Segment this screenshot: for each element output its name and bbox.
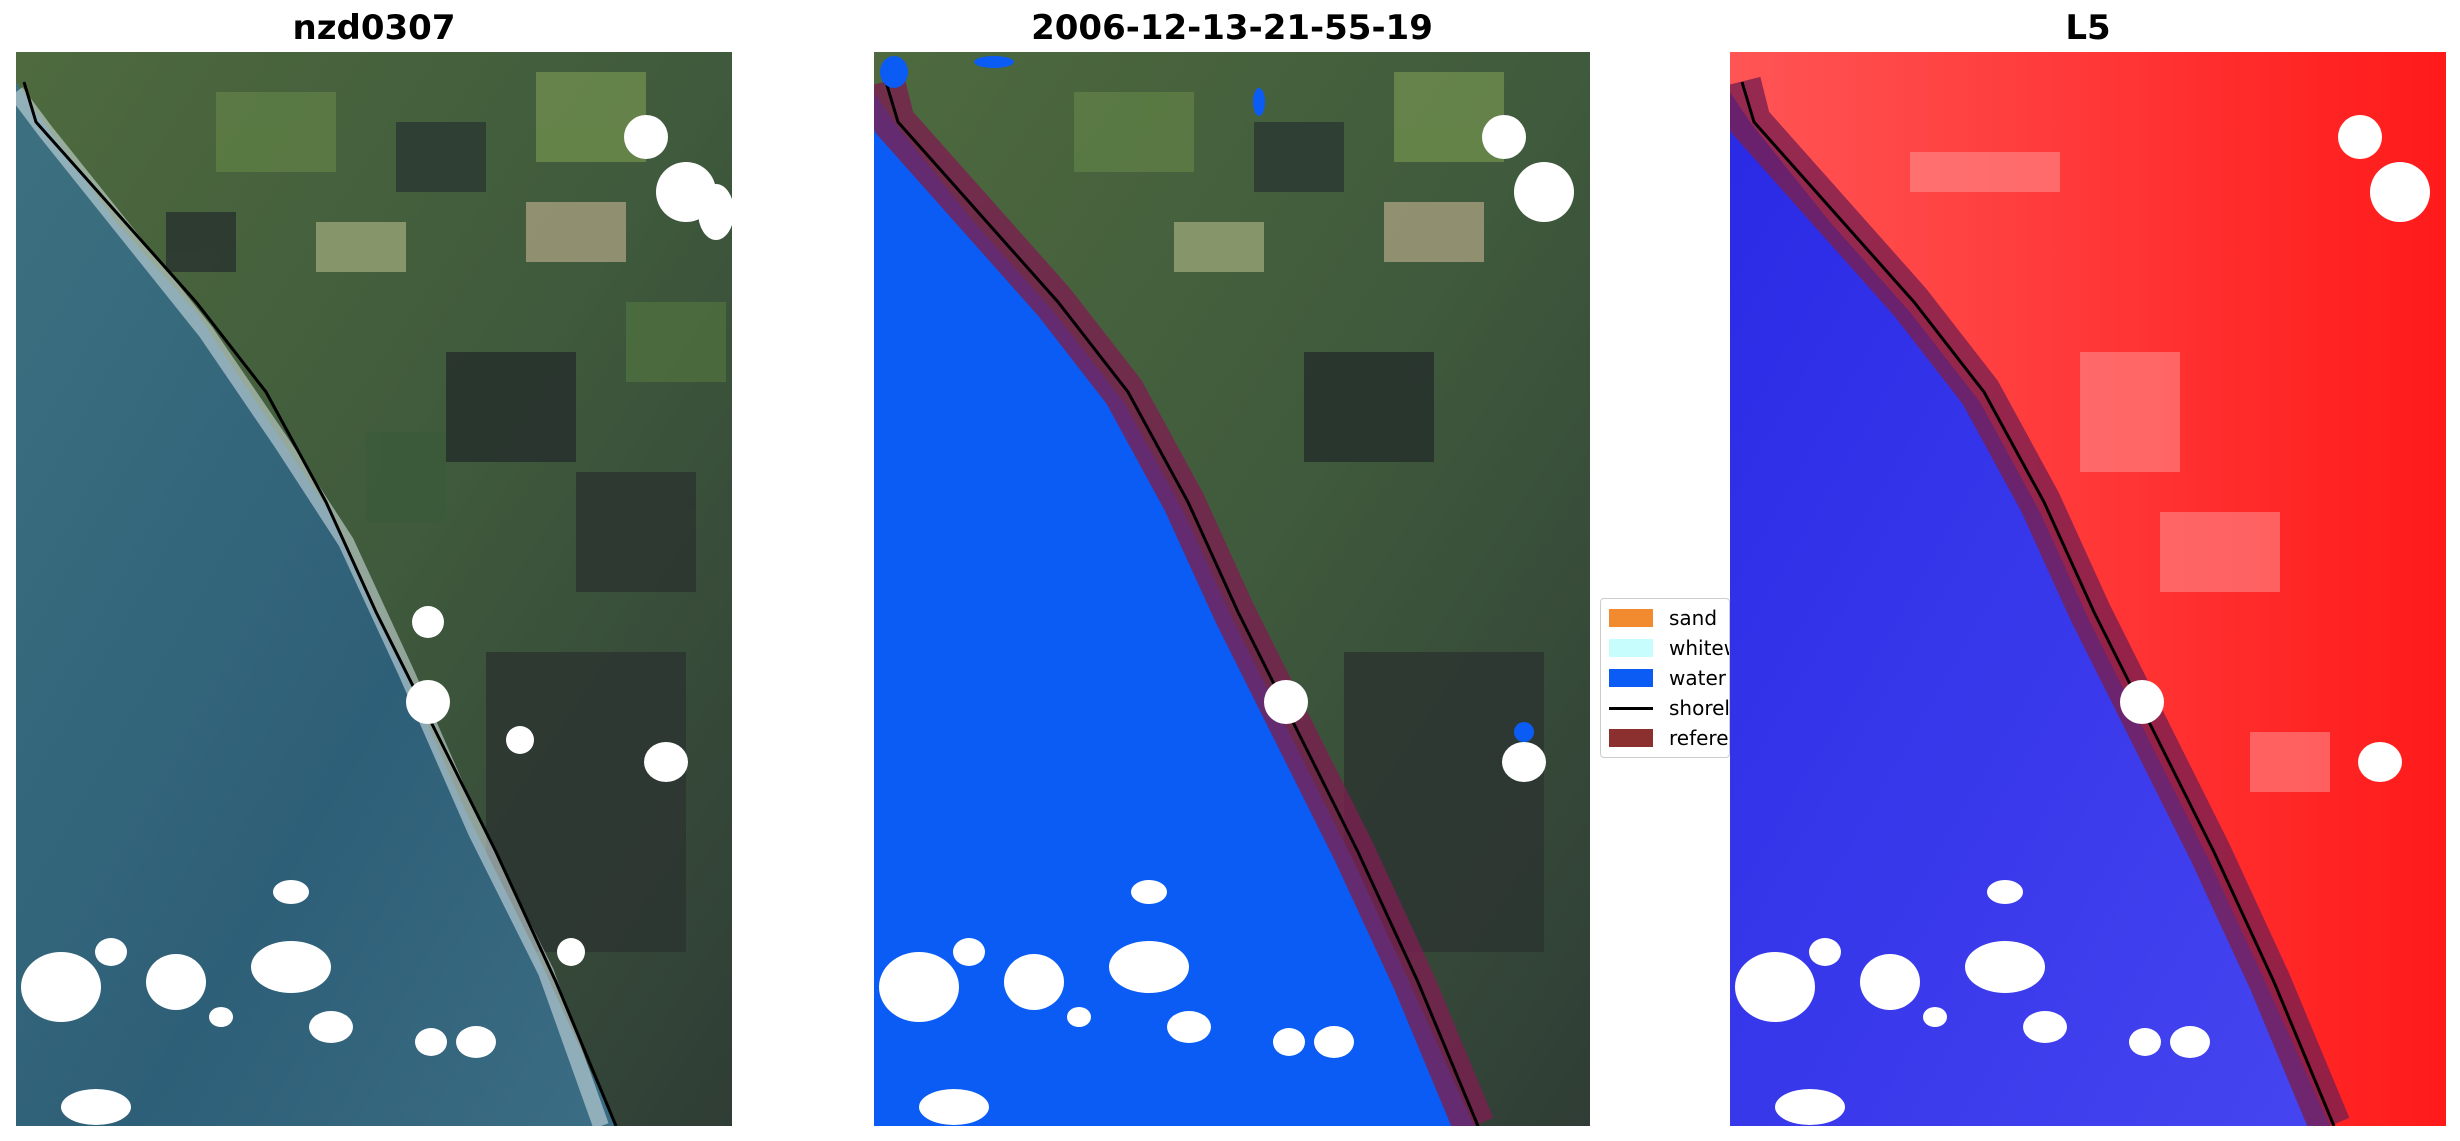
classified-image-panel [874,52,1590,1126]
cloud-mask [879,115,1574,1125]
cloud-mask [1735,115,2430,1125]
detected-shoreline [884,81,1480,1126]
cloud-mask [21,115,732,1125]
shoreline-line-swatch [1609,706,1653,710]
whitewater-swatch [1609,639,1653,657]
legend-item-sand: sand [1609,605,1717,631]
field-patches [166,72,726,952]
detected-shoreline [1740,81,2336,1126]
water-index-area [1730,92,2330,1126]
legend-item-water: water [1609,665,1726,691]
water-class-area [874,92,1474,1126]
index-image-panel [1730,52,2446,1126]
sand-swatch [1609,609,1653,627]
detected-shoreline [22,81,618,1126]
panel-title-classified: 2006-12-13-21-55-19 [1031,8,1433,48]
water-swatch [1609,669,1653,687]
rgb-image-panel [16,52,732,1126]
water-bodies-inland [880,56,1534,742]
land-texture [1910,152,2330,792]
legend-item-shoreline: shoreline [1609,695,1729,721]
panel-title-index: L5 [2065,8,2111,48]
panel-title-rgb: nzd0307 [292,8,456,48]
reference-shoreline-buffer [1730,76,2350,1126]
reference-buffer-swatch [1609,729,1653,747]
reference-shoreline-buffer [874,76,1494,1126]
surf-zone [16,87,609,1126]
field-patches [1074,72,1544,952]
legend-item-reference-buffer: reference shoreline buffer [1609,725,1729,751]
ocean-area [16,82,616,1126]
